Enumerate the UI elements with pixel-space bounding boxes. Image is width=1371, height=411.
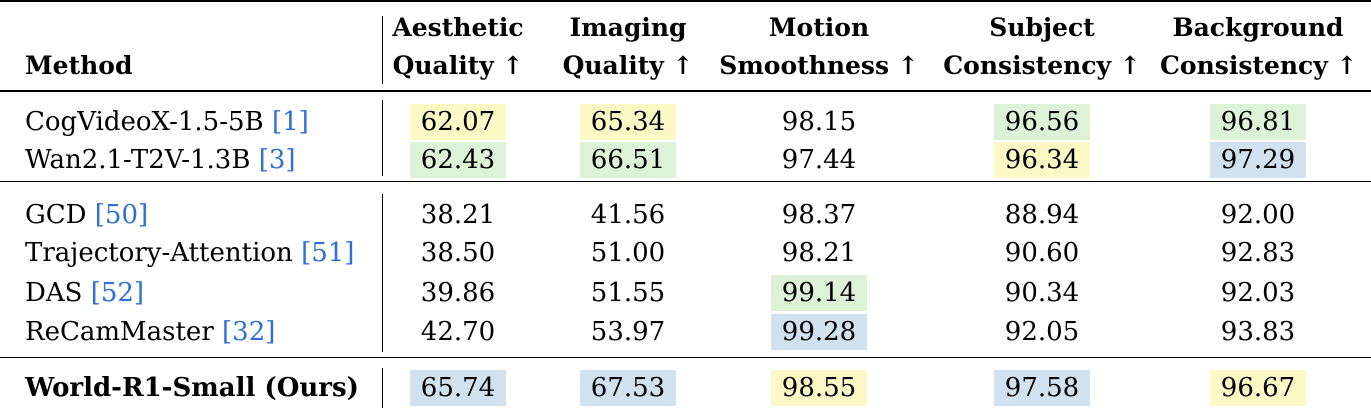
motion-smoothness-value: 99.14 — [770, 275, 868, 311]
background-consistency-value: 97.29 — [1209, 142, 1307, 178]
subject-consistency-value: 90.34 — [1004, 278, 1080, 308]
background-consistency-value: 96.67 — [1209, 370, 1307, 406]
imaging-quality-value: 51.55 — [590, 278, 666, 308]
subject-consistency-value: 97.58 — [993, 370, 1091, 406]
table-row: GCD [50] 38.21 41.56 98.37 88.94 92.00 — [0, 196, 1371, 234]
subject-consistency-value: 96.56 — [993, 104, 1091, 140]
table-row: ReCamMaster [32] 42.70 53.97 99.28 92.05… — [0, 313, 1371, 351]
aesthetic-quality-value: 42.70 — [420, 317, 496, 347]
table-row: DAS [52] 39.86 51.55 99.14 90.34 92.03 — [0, 274, 1371, 312]
vertical-divider — [382, 194, 383, 352]
motion-smoothness-value: 98.21 — [781, 238, 857, 268]
imaging-quality-value: 67.53 — [579, 370, 677, 406]
citation-link[interactable]: [32] — [222, 317, 276, 347]
subject-consistency-value: 90.60 — [1004, 238, 1080, 268]
aesthetic-quality-value: 65.74 — [409, 370, 507, 406]
header-aesthetic-quality: Aesthetic Quality ↑ — [392, 13, 524, 80]
header-motion-smoothness: Motion Smoothness ↑ — [719, 13, 919, 80]
group-rule-1 — [0, 181, 1371, 182]
citation-link[interactable]: [50] — [94, 200, 149, 230]
imaging-quality-value: 66.51 — [579, 142, 677, 178]
imaging-quality-value: 65.34 — [579, 104, 677, 140]
header-background-consistency: Background Consistency ↑ — [1160, 13, 1358, 80]
citation-link[interactable]: [1] — [271, 107, 309, 137]
vertical-divider — [382, 368, 383, 408]
method-name: Wan2.1-T2V-1.3B [3] — [25, 145, 296, 175]
top-rule — [0, 0, 1371, 2]
citation-link[interactable]: [3] — [258, 145, 296, 175]
imaging-quality-value: 41.56 — [590, 200, 666, 230]
header-imaging-quality: Imaging Quality ↑ — [562, 13, 694, 80]
background-consistency-value: 93.83 — [1220, 317, 1296, 347]
header-method: Method — [25, 51, 133, 80]
group-rule-2 — [0, 357, 1371, 358]
motion-smoothness-value: 98.37 — [781, 200, 857, 230]
vertical-divider — [382, 100, 383, 176]
background-consistency-value: 96.81 — [1209, 104, 1307, 140]
imaging-quality-value: 53.97 — [590, 317, 666, 347]
aesthetic-quality-value: 62.07 — [409, 104, 507, 140]
aesthetic-quality-value: 62.43 — [409, 142, 507, 178]
subject-consistency-value: 96.34 — [993, 142, 1091, 178]
method-name: ReCamMaster [32] — [25, 317, 276, 347]
aesthetic-quality-value: 39.86 — [420, 278, 496, 308]
background-consistency-value: 92.03 — [1220, 278, 1296, 308]
subject-consistency-value: 88.94 — [1004, 200, 1080, 230]
vertical-divider — [382, 16, 383, 84]
background-consistency-value: 92.83 — [1220, 238, 1296, 268]
motion-smoothness-value: 98.55 — [770, 370, 868, 406]
aesthetic-quality-value: 38.21 — [420, 200, 496, 230]
table-row: Wan2.1-T2V-1.3B [3] 62.43 66.51 97.44 96… — [0, 141, 1371, 179]
method-name: World-R1-Small (Ours) — [25, 373, 359, 403]
method-name: CogVideoX-1.5-5B [1] — [25, 107, 309, 137]
citation-link[interactable]: [52] — [90, 278, 145, 308]
method-name: DAS [52] — [25, 278, 145, 308]
table-row: CogVideoX-1.5-5B [1] 62.07 65.34 98.15 9… — [0, 103, 1371, 141]
citation-link[interactable]: [51] — [301, 238, 355, 268]
method-name: GCD [50] — [25, 200, 149, 230]
header-subject-consistency: Subject Consistency ↑ — [943, 13, 1141, 80]
subject-consistency-value: 92.05 — [1004, 317, 1080, 347]
imaging-quality-value: 51.00 — [590, 238, 666, 268]
aesthetic-quality-value: 38.50 — [420, 238, 496, 268]
table-row: World-R1-Small (Ours) 65.74 67.53 98.55 … — [0, 369, 1371, 407]
header-rule — [0, 90, 1371, 92]
background-consistency-value: 92.00 — [1220, 200, 1296, 230]
table-row: Trajectory-Attention [51] 38.50 51.00 98… — [0, 234, 1371, 272]
method-name: Trajectory-Attention [51] — [25, 238, 355, 268]
motion-smoothness-value: 99.28 — [770, 314, 868, 350]
motion-smoothness-value: 98.15 — [781, 107, 857, 137]
motion-smoothness-value: 97.44 — [781, 145, 857, 175]
